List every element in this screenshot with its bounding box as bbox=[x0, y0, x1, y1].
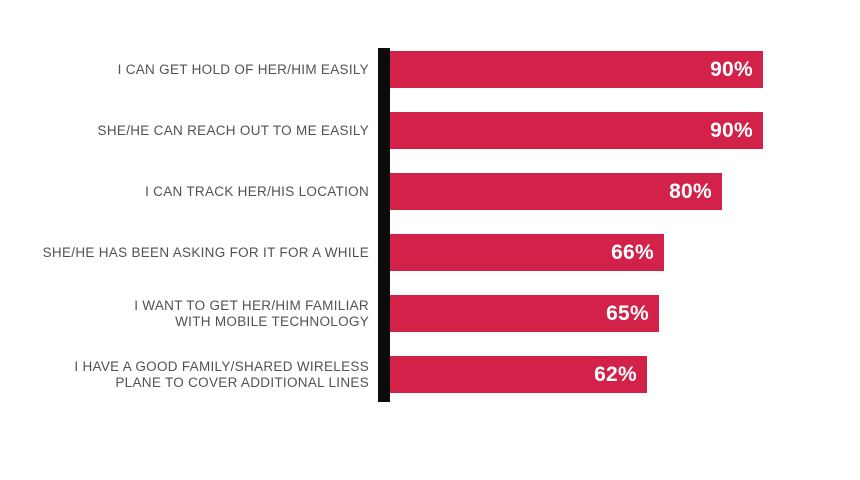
category-label: I HAVE A GOOD FAMILY/SHARED WIRELESS PLAN… bbox=[74, 359, 369, 390]
chart-row: I HAVE A GOOD FAMILY/SHARED WIRELESS PLAN… bbox=[0, 356, 860, 393]
category-label: SHE/HE HAS BEEN ASKING FOR IT FOR A WHIL… bbox=[42, 244, 369, 260]
chart-rows: I CAN GET HOLD OF HER/HIM EASILY 90% SHE… bbox=[0, 51, 860, 393]
category-label: I CAN GET HOLD OF HER/HIM EASILY bbox=[117, 61, 369, 77]
bar-value-label: 90% bbox=[710, 57, 753, 81]
chart-row: SHE/HE HAS BEEN ASKING FOR IT FOR A WHIL… bbox=[0, 234, 860, 271]
bar: 62% bbox=[390, 356, 647, 393]
y-axis-line bbox=[378, 48, 390, 402]
bar-value-label: 90% bbox=[710, 118, 753, 142]
bar: 80% bbox=[390, 173, 722, 210]
bar-value-label: 62% bbox=[594, 362, 637, 386]
category-label: SHE/HE CAN REACH OUT TO ME EASILY bbox=[97, 122, 369, 138]
category-label: I CAN TRACK HER/HIS LOCATION bbox=[145, 183, 369, 199]
chart-row: I WANT TO GET HER/HIM FAMILIAR WITH MOBIL… bbox=[0, 295, 860, 332]
category-label: I WANT TO GET HER/HIM FAMILIAR WITH MOBIL… bbox=[134, 298, 369, 329]
bar-value-label: 66% bbox=[611, 240, 654, 264]
bar: 90% bbox=[390, 112, 763, 149]
bar-value-label: 65% bbox=[606, 301, 649, 325]
bar: 65% bbox=[390, 295, 659, 332]
chart-row: I CAN TRACK HER/HIS LOCATION 80% bbox=[0, 173, 860, 210]
chart-row: I CAN GET HOLD OF HER/HIM EASILY 90% bbox=[0, 51, 860, 88]
chart-row: SHE/HE CAN REACH OUT TO ME EASILY 90% bbox=[0, 112, 860, 149]
bar-value-label: 80% bbox=[669, 179, 712, 203]
bar: 66% bbox=[390, 234, 664, 271]
bar: 90% bbox=[390, 51, 763, 88]
